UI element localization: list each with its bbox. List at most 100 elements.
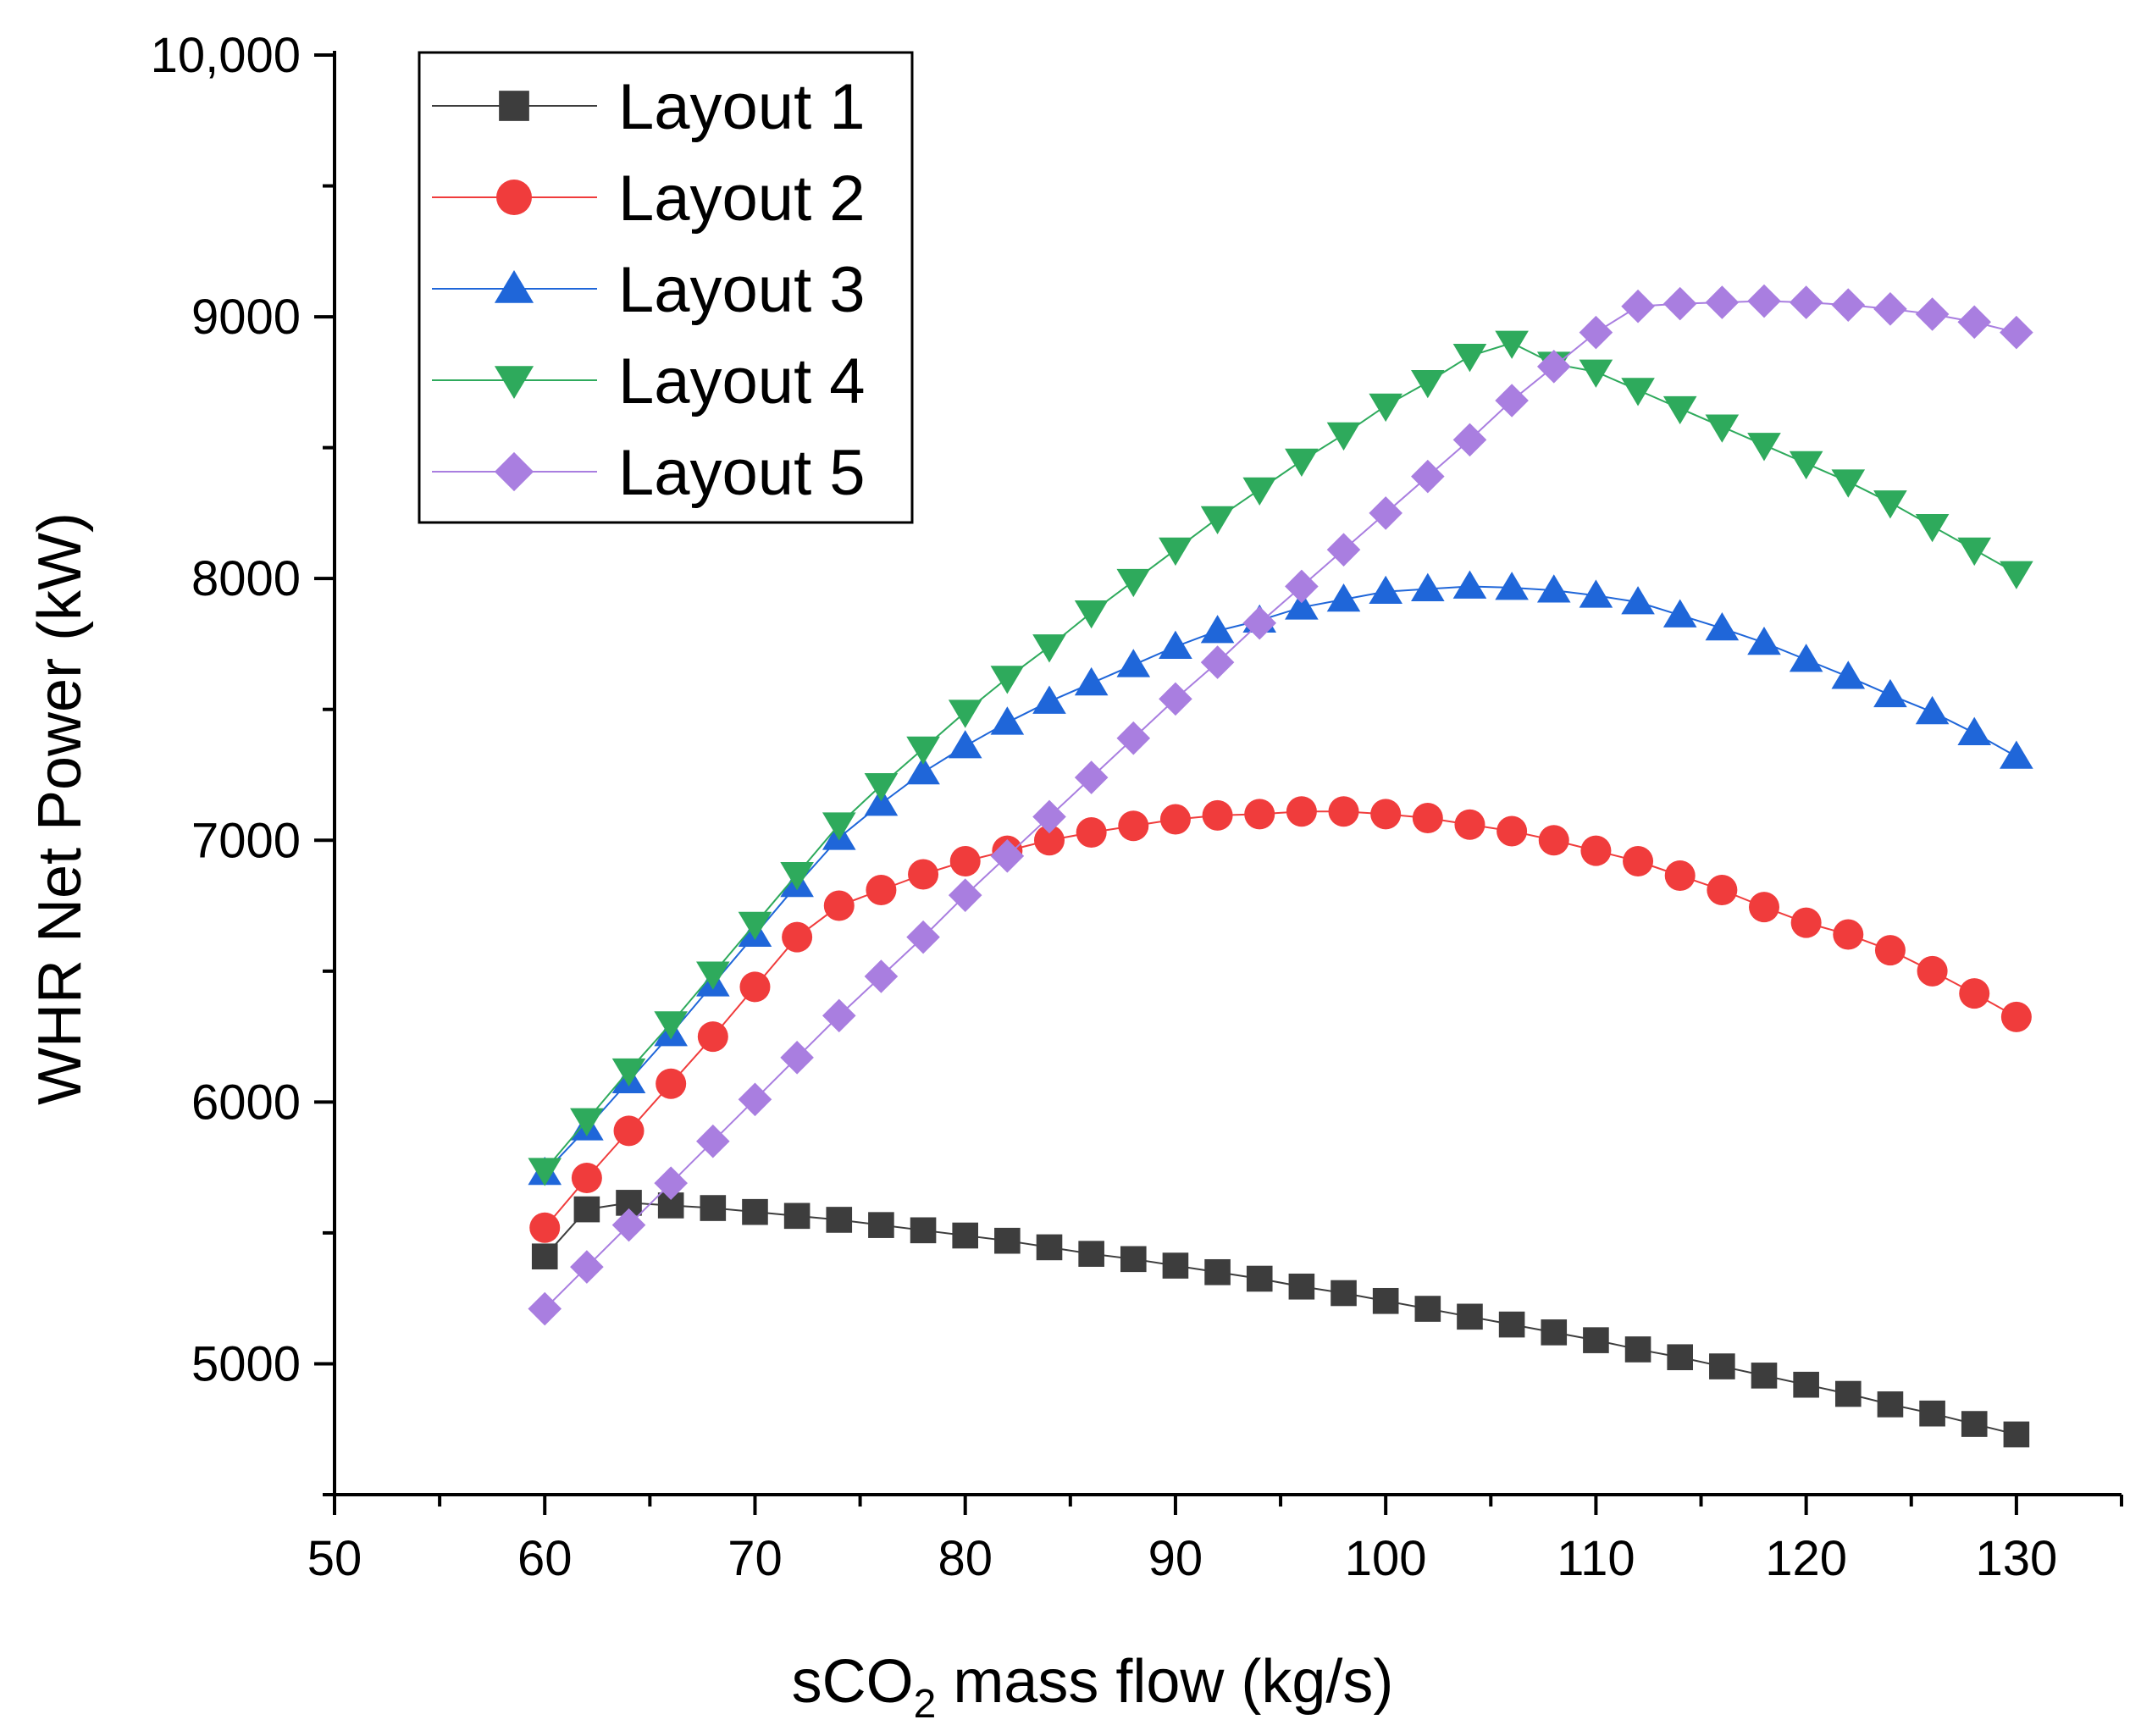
data-point <box>528 1158 562 1186</box>
data-point <box>822 998 856 1033</box>
data-point <box>529 1212 561 1243</box>
data-point <box>1036 1234 1063 1261</box>
data-point <box>1624 1336 1651 1363</box>
legend-marker <box>494 366 534 400</box>
data-point <box>1452 570 1487 599</box>
data-point <box>866 875 897 905</box>
series-5 <box>528 284 2033 1326</box>
data-point <box>654 1166 688 1200</box>
data-point <box>1961 1411 1988 1437</box>
data-point <box>1831 661 1866 689</box>
series-line <box>544 1202 2017 1435</box>
data-point <box>1457 1303 1483 1330</box>
data-point <box>1200 615 1235 644</box>
legend-marker <box>499 91 529 121</box>
data-point <box>1204 1258 1231 1285</box>
data-point <box>1411 369 1445 399</box>
data-point <box>1831 288 1866 322</box>
data-point <box>1370 799 1402 830</box>
y-tick-label: 10,000 <box>151 28 301 83</box>
data-point <box>826 1207 853 1233</box>
data-point <box>1957 537 1992 567</box>
data-point <box>2000 740 2033 769</box>
series-1 <box>531 1190 2030 1448</box>
data-point <box>868 1212 894 1238</box>
data-point <box>948 699 982 728</box>
data-point <box>1372 1287 1399 1314</box>
data-point <box>906 756 940 785</box>
x-axis-title-prefix: sCO <box>792 1648 914 1716</box>
data-point <box>1118 810 1149 842</box>
data-point <box>1285 591 1319 620</box>
data-point <box>2000 315 2033 350</box>
data-point <box>1159 682 1192 716</box>
y-tick-label: 6000 <box>191 1075 301 1130</box>
y-tick-label: 7000 <box>191 813 301 868</box>
data-point <box>1789 285 1823 319</box>
data-point <box>1833 919 1864 950</box>
legend-label: Layout 4 <box>618 346 866 417</box>
data-point <box>1747 433 1781 462</box>
data-point <box>1747 284 1781 318</box>
legend-label: Layout 2 <box>618 163 866 235</box>
data-point <box>1751 1363 1778 1389</box>
legend-label: Layout 3 <box>618 254 866 326</box>
y-tick-label: 9000 <box>191 290 301 345</box>
data-point <box>1369 393 1402 423</box>
data-point <box>1498 1311 1525 1338</box>
data-point <box>1159 630 1192 659</box>
data-point <box>1242 477 1277 506</box>
data-point <box>1495 572 1529 600</box>
data-point <box>1495 384 1529 417</box>
data-point <box>739 971 771 1003</box>
data-point <box>611 1058 646 1087</box>
data-point <box>1331 1280 1357 1307</box>
x-axis-title-subscript: 2 <box>914 1682 937 1727</box>
data-point <box>1959 978 1990 1009</box>
data-point <box>528 1291 562 1326</box>
x-tick-label: 130 <box>1975 1531 2057 1586</box>
data-point <box>1411 459 1445 494</box>
data-point <box>1957 305 1992 340</box>
data-point <box>1873 292 1907 326</box>
data-point <box>700 1195 727 1221</box>
data-point <box>1662 286 1697 321</box>
data-point <box>1664 860 1696 891</box>
data-point <box>1707 875 1738 905</box>
data-point <box>1326 422 1361 451</box>
data-point <box>1200 645 1235 679</box>
data-point <box>864 788 899 816</box>
data-point <box>1496 815 1528 847</box>
data-point <box>1285 569 1319 604</box>
data-point <box>1116 649 1151 677</box>
data-point <box>1454 809 1485 840</box>
data-point <box>1919 1400 1945 1427</box>
data-point <box>1536 350 1571 384</box>
data-point <box>1244 799 1275 830</box>
data-point <box>1369 575 1402 605</box>
y-axis-title: WHR Net Power (kW) <box>26 512 94 1105</box>
data-point <box>1116 568 1151 598</box>
data-point <box>1579 315 1613 350</box>
data-point <box>1874 935 1906 966</box>
x-tick-label: 50 <box>307 1531 362 1586</box>
data-point <box>1873 678 1907 708</box>
data-point <box>697 1021 728 1053</box>
data-point <box>1662 395 1697 425</box>
data-point <box>1032 685 1066 714</box>
data-point <box>823 890 855 921</box>
data-point <box>780 1041 814 1075</box>
data-point <box>570 1250 604 1284</box>
x-tick-label: 120 <box>1765 1531 1847 1586</box>
data-point <box>1536 574 1571 603</box>
legend-box <box>418 51 914 524</box>
data-point <box>1159 537 1192 567</box>
data-point <box>994 1227 1021 1254</box>
data-point <box>1579 579 1613 608</box>
data-point <box>1246 1265 1273 1292</box>
data-point <box>1452 344 1487 373</box>
data-point <box>906 920 940 954</box>
data-point <box>1580 835 1612 866</box>
data-point <box>1538 825 1569 856</box>
